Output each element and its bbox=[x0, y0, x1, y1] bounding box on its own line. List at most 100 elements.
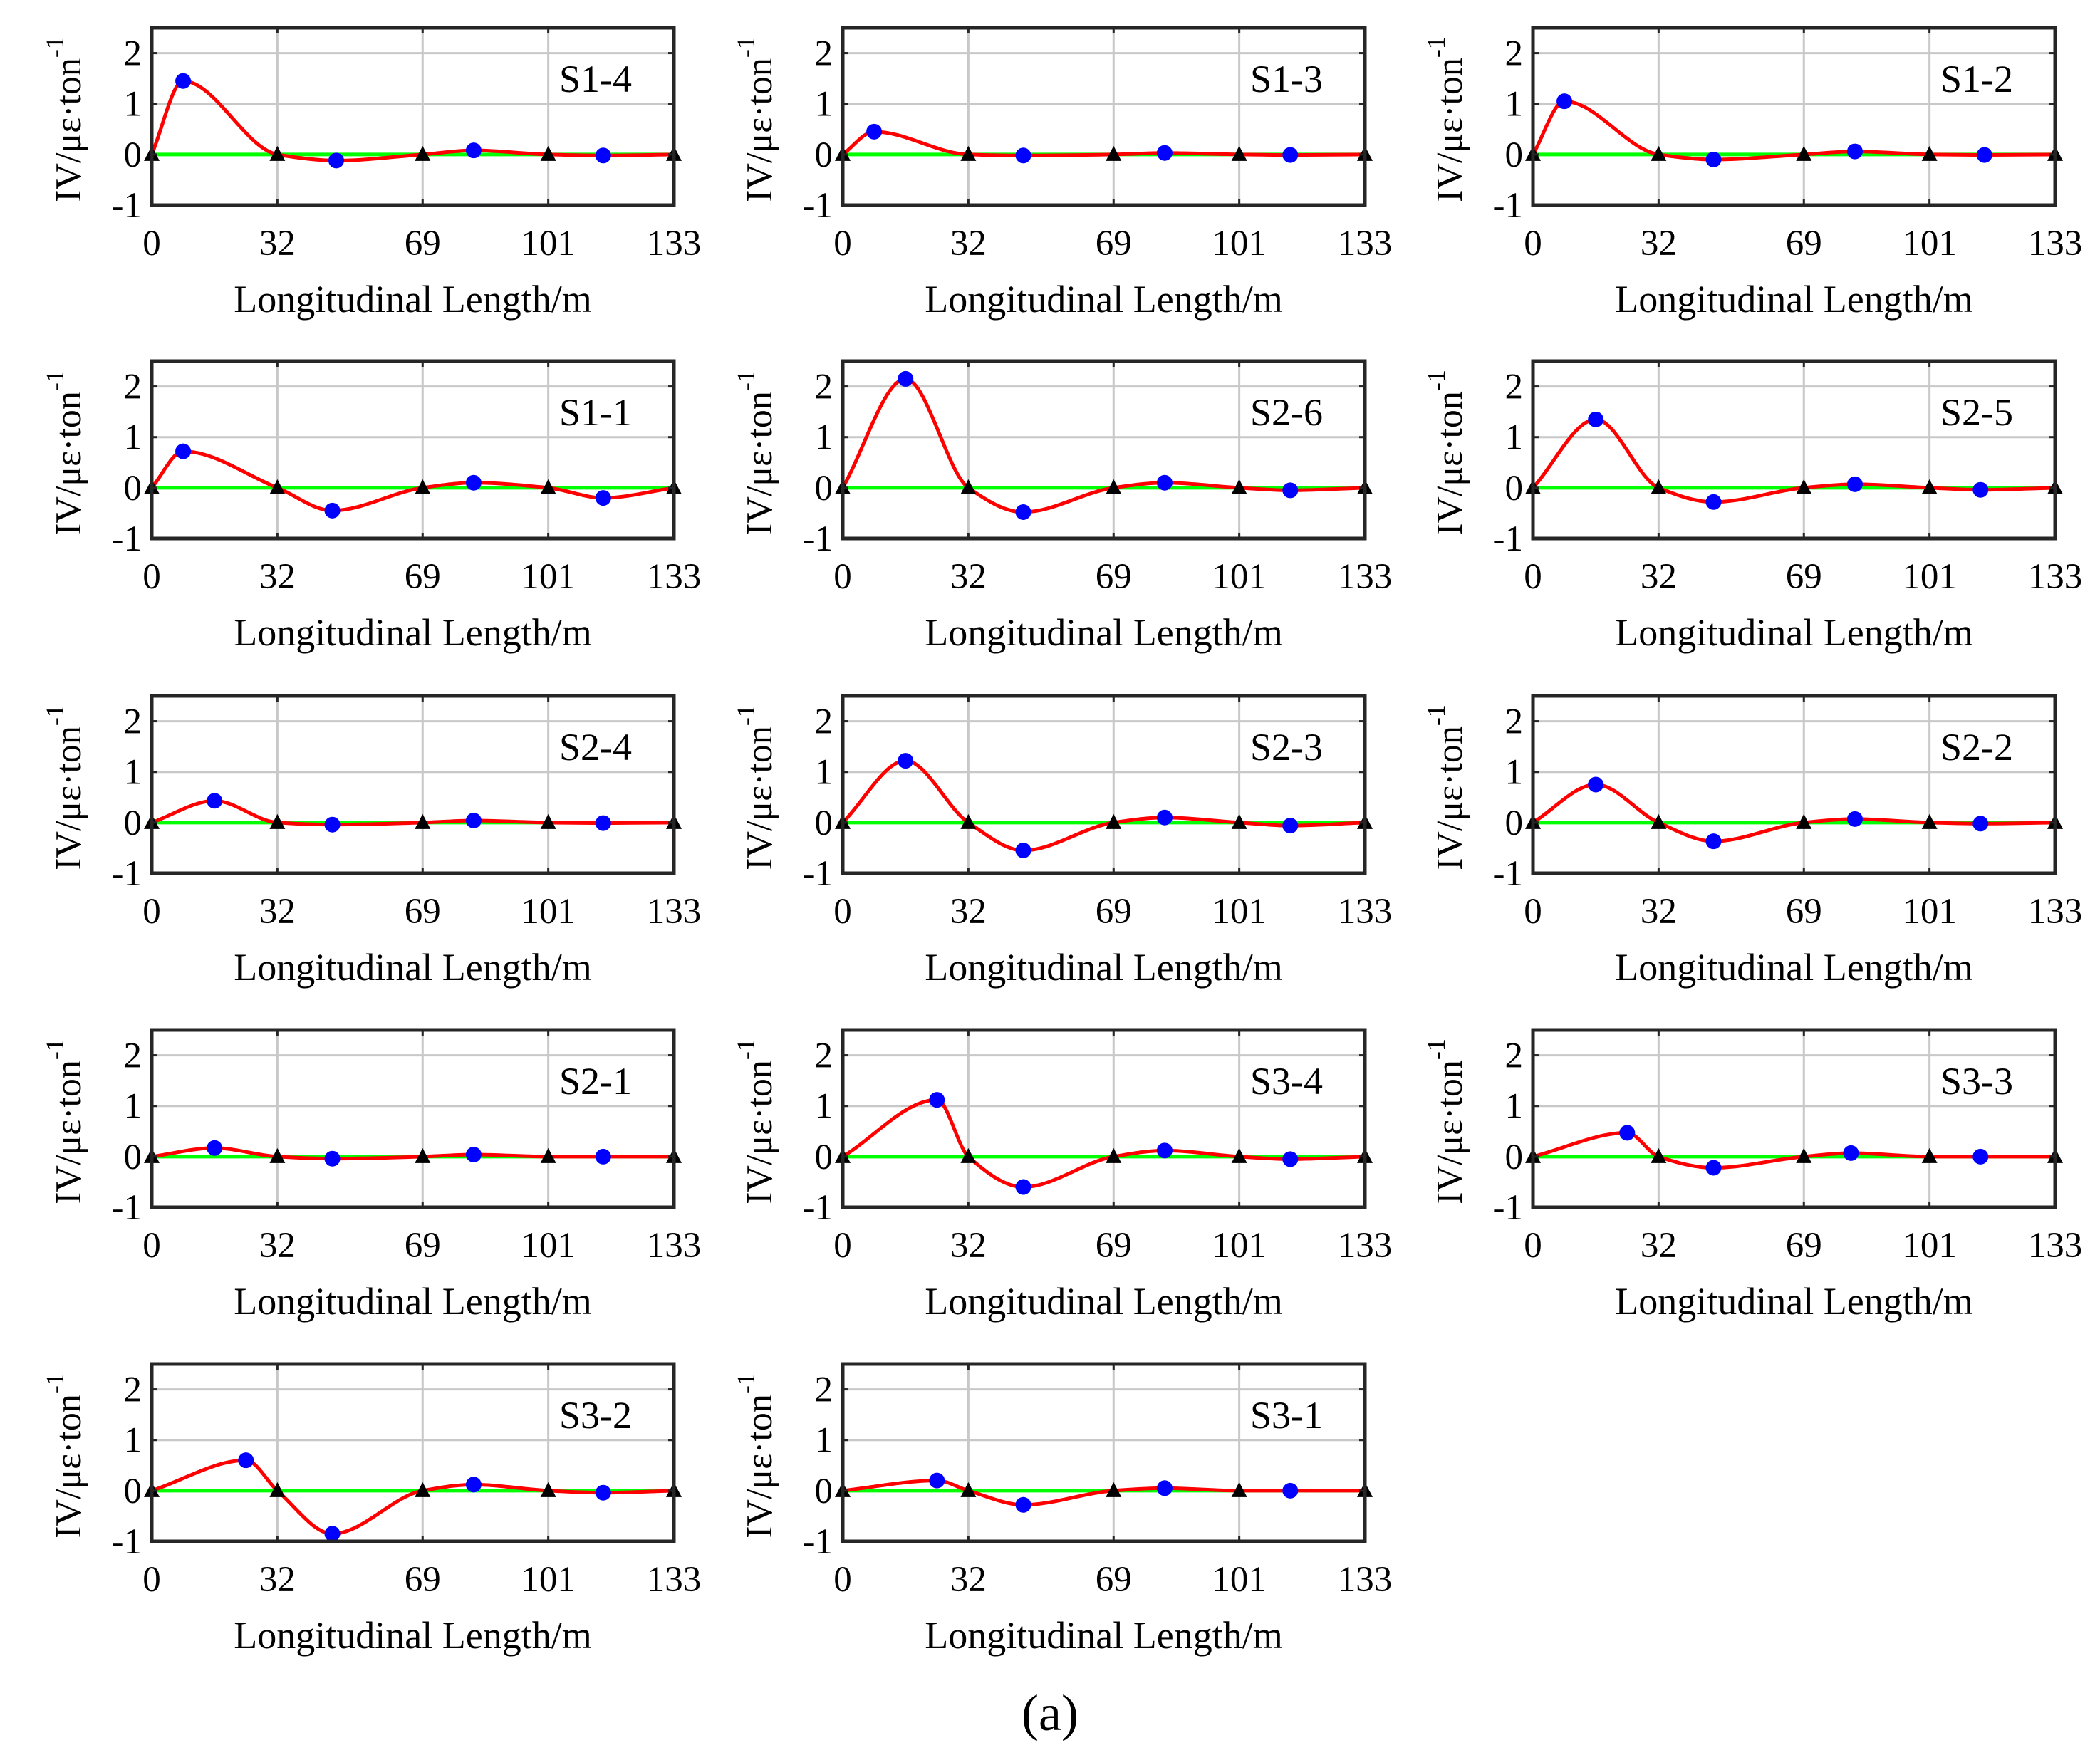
y-tick-label: -1 bbox=[803, 1188, 833, 1228]
y-tick-label: 1 bbox=[815, 1421, 833, 1461]
support-marker bbox=[1796, 479, 1812, 494]
peak-marker bbox=[1015, 842, 1031, 858]
peak-marker bbox=[238, 1452, 254, 1469]
axes-frame bbox=[150, 1362, 676, 1543]
peak-marker bbox=[1015, 504, 1031, 521]
support-marker bbox=[269, 145, 286, 161]
x-tick-label: 0 bbox=[142, 224, 161, 264]
support-marker bbox=[1651, 479, 1667, 494]
y-tick-label: 2 bbox=[815, 1370, 833, 1410]
support-marker bbox=[960, 813, 977, 829]
axes-frame bbox=[1531, 1028, 2057, 1209]
x-tick-label: 32 bbox=[259, 892, 296, 932]
support-marker bbox=[1106, 1147, 1122, 1163]
x-tick-label: 133 bbox=[647, 892, 702, 932]
figure-label: (a) bbox=[1022, 1685, 1078, 1741]
subplot-title: S1-2 bbox=[1940, 58, 2013, 100]
axes-frame bbox=[1531, 26, 2057, 207]
y-tick-label: 1 bbox=[124, 85, 142, 125]
x-tick-label: 69 bbox=[405, 224, 441, 264]
x-tick-label: 133 bbox=[647, 1226, 702, 1266]
peak-marker bbox=[324, 816, 341, 833]
support-marker bbox=[1796, 1147, 1812, 1163]
x-tick-label: 32 bbox=[259, 1560, 296, 1600]
x-tick-label: 69 bbox=[405, 1226, 441, 1266]
peak-marker bbox=[1705, 494, 1722, 510]
x-axis-label: Longitudinal Length/m bbox=[1615, 611, 1972, 654]
peak-marker bbox=[1846, 143, 1863, 160]
x-tick-label: 133 bbox=[1338, 892, 1393, 932]
peak-marker bbox=[1972, 481, 1989, 498]
y-tick-label: 2 bbox=[124, 34, 142, 74]
x-tick-label: 69 bbox=[1096, 224, 1132, 264]
y-tick-label: 0 bbox=[124, 469, 142, 509]
y-tick-label: 2 bbox=[815, 1036, 833, 1076]
peak-marker bbox=[929, 1092, 945, 1108]
y-tick-label: 2 bbox=[124, 368, 142, 407]
x-tick-label: 32 bbox=[1641, 557, 1677, 597]
x-tick-label: 69 bbox=[1096, 892, 1132, 932]
support-marker bbox=[1231, 1147, 1247, 1163]
x-tick-label: 101 bbox=[1902, 1226, 1957, 1266]
x-tick-label: 133 bbox=[1338, 224, 1393, 264]
peak-marker bbox=[1156, 474, 1173, 491]
support-marker bbox=[1921, 145, 1938, 161]
x-tick-label: 133 bbox=[647, 557, 702, 597]
x-tick-label: 133 bbox=[647, 224, 702, 264]
peak-marker bbox=[1156, 809, 1173, 826]
support-marker bbox=[415, 813, 431, 829]
y-tick-label: 0 bbox=[815, 469, 833, 509]
y-tick-label: -1 bbox=[1493, 519, 1523, 559]
support-marker bbox=[1651, 1147, 1667, 1163]
peak-marker bbox=[465, 142, 482, 159]
x-tick-label: 0 bbox=[142, 557, 161, 597]
support-marker bbox=[269, 1147, 286, 1163]
x-tick-label: 32 bbox=[950, 892, 987, 932]
peak-marker bbox=[465, 474, 482, 491]
x-tick-label: 69 bbox=[405, 892, 441, 932]
x-tick-label: 101 bbox=[1212, 1560, 1267, 1600]
peak-marker bbox=[595, 147, 611, 164]
peak-marker bbox=[1705, 1160, 1722, 1176]
x-tick-label: 32 bbox=[259, 224, 296, 264]
support-marker bbox=[960, 1147, 977, 1163]
x-tick-label: 101 bbox=[1902, 557, 1957, 597]
x-tick-label: 133 bbox=[1338, 557, 1393, 597]
x-tick-label: 0 bbox=[1524, 557, 1542, 597]
y-tick-label: 1 bbox=[124, 753, 142, 793]
x-axis-label: Longitudinal Length/m bbox=[234, 611, 591, 654]
peak-marker bbox=[207, 793, 223, 809]
x-tick-label: 0 bbox=[1524, 1226, 1542, 1266]
axes-frame bbox=[841, 1362, 1367, 1543]
x-axis-label: Longitudinal Length/m bbox=[925, 278, 1282, 321]
support-marker bbox=[1106, 145, 1122, 161]
y-axis-label: IV/με·ton-1 bbox=[1422, 370, 1470, 536]
x-tick-label: 0 bbox=[833, 1560, 852, 1600]
x-tick-label: 69 bbox=[1096, 1226, 1132, 1266]
x-axis-label: Longitudinal Length/m bbox=[1615, 946, 1972, 989]
peak-marker bbox=[1588, 776, 1604, 793]
influence-line bbox=[1532, 417, 2056, 504]
x-axis-label: Longitudinal Length/m bbox=[234, 278, 591, 321]
support-marker bbox=[1796, 145, 1812, 161]
subplot-title: S3-1 bbox=[1250, 1394, 1323, 1437]
y-tick-label: 2 bbox=[1505, 702, 1524, 742]
x-tick-label: 69 bbox=[1786, 1226, 1822, 1266]
y-tick-label: 0 bbox=[815, 803, 833, 843]
x-tick-label: 101 bbox=[521, 557, 576, 597]
y-tick-label: 0 bbox=[124, 803, 142, 843]
y-axis-label: IV/με·ton-1 bbox=[732, 1373, 780, 1538]
x-tick-label: 101 bbox=[1212, 1226, 1267, 1266]
y-tick-label: 1 bbox=[815, 1087, 833, 1127]
y-axis-label: IV/με·ton-1 bbox=[41, 370, 89, 536]
subplot-title: S1-1 bbox=[559, 391, 632, 434]
peak-marker bbox=[324, 1150, 341, 1167]
peak-marker bbox=[1846, 811, 1863, 827]
peak-marker bbox=[1015, 1496, 1031, 1513]
